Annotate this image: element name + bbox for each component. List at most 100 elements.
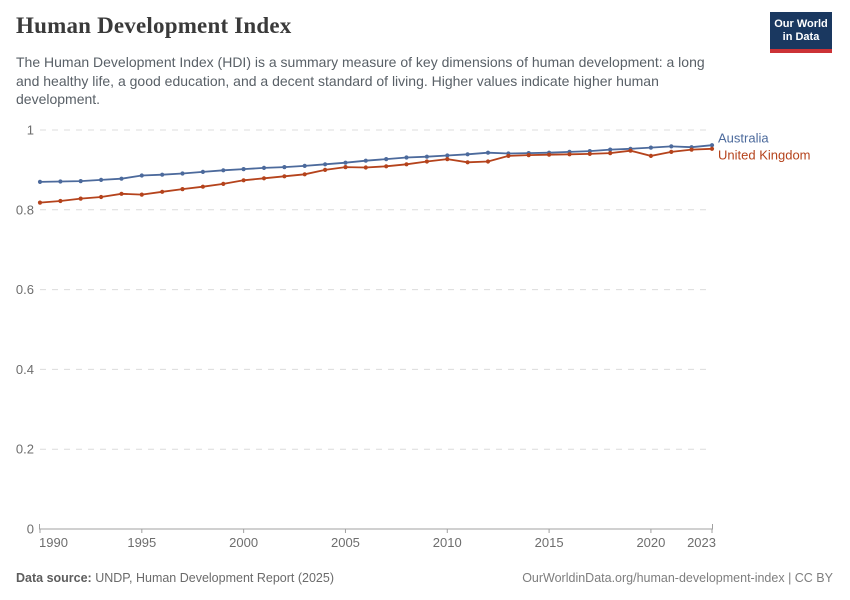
data-source-text: UNDP, Human Development Report (2025)	[91, 571, 334, 585]
australia-point[interactable]	[302, 163, 307, 168]
australia-point[interactable]	[282, 165, 287, 170]
australia-point[interactable]	[424, 154, 429, 159]
australia-point[interactable]	[465, 152, 470, 157]
united-kingdom-point[interactable]	[180, 187, 185, 192]
chart-footer: Data source: UNDP, Human Development Rep…	[16, 571, 833, 585]
united-kingdom-point[interactable]	[78, 196, 83, 201]
attribution-text: OurWorldinData.org/human-development-ind…	[522, 571, 833, 585]
australia-point[interactable]	[608, 147, 613, 152]
x-tick-label: 2020	[636, 535, 665, 550]
united-kingdom-point[interactable]	[689, 147, 694, 152]
australia-point[interactable]	[37, 179, 43, 184]
subtitle-line: and healthy life, a good education, and …	[16, 72, 659, 89]
united-kingdom-point[interactable]	[139, 192, 144, 197]
page-title: Human Development Index	[16, 13, 292, 38]
australia-point[interactable]	[58, 179, 63, 184]
australia-point[interactable]	[99, 177, 104, 182]
united-kingdom-point[interactable]	[363, 165, 368, 170]
x-tick-label: 1990	[39, 535, 68, 550]
united-kingdom-point[interactable]	[567, 152, 572, 157]
chart-subtitle: The Human Development Index (HDI) is a s…	[16, 53, 761, 109]
united-kingdom-point[interactable]	[506, 153, 511, 158]
australia-point[interactable]	[78, 179, 83, 184]
australia-point[interactable]	[119, 176, 124, 181]
x-tick-label: 2010	[433, 535, 462, 550]
united-kingdom-point[interactable]	[261, 176, 267, 181]
united-kingdom-point[interactable]	[200, 184, 205, 189]
australia-point[interactable]	[485, 150, 491, 155]
united-kingdom-series[interactable]	[37, 146, 715, 205]
united-kingdom-point[interactable]	[58, 198, 63, 204]
x-tick-label: 2023	[687, 535, 716, 550]
australia-point[interactable]	[221, 168, 226, 173]
data-source-label: Data source:	[16, 571, 92, 585]
australia-point[interactable]	[648, 145, 654, 150]
united-kingdom-point[interactable]	[547, 152, 552, 157]
australia-point[interactable]	[404, 155, 409, 160]
australia-point[interactable]	[200, 169, 205, 174]
subtitle-line: development.	[16, 91, 101, 107]
hdi-line-chart[interactable]: 0 0.2 0.4 0.6 0.8 1 1990 1995 2000 2005 2010 2015 20…	[0, 0, 850, 562]
united-kingdom-point[interactable]	[587, 151, 592, 156]
x-tick-label: 2000	[229, 535, 258, 550]
y-tick-label: 0.8	[16, 202, 34, 217]
united-kingdom-point[interactable]	[384, 164, 389, 169]
logo-line-2: in Data	[782, 31, 820, 43]
y-tick-label: 0.2	[16, 442, 34, 457]
logo-line-1: Our World	[774, 18, 828, 30]
united-kingdom-point[interactable]	[709, 146, 715, 151]
y-gridlines	[40, 129, 712, 450]
united-kingdom-point[interactable]	[323, 167, 328, 172]
y-tick-label: 0.4	[16, 362, 34, 377]
australia-point[interactable]	[261, 165, 267, 170]
x-tick-label: 1995	[127, 535, 156, 550]
united-kingdom-point[interactable]	[526, 153, 531, 158]
united-kingdom-line[interactable]	[39, 147, 713, 204]
x-axis	[39, 524, 713, 533]
united-kingdom-point[interactable]	[485, 159, 491, 164]
united-kingdom-point[interactable]	[221, 181, 226, 186]
united-kingdom-point[interactable]	[465, 160, 470, 165]
australia-point[interactable]	[160, 172, 165, 177]
australia-point[interactable]	[709, 143, 715, 148]
australia-point[interactable]	[139, 173, 144, 178]
x-tick-label: 2005	[331, 535, 360, 550]
united-kingdom-point[interactable]	[669, 149, 674, 154]
owid-logo: Our World in Data	[770, 12, 832, 53]
australia-point[interactable]	[180, 171, 185, 176]
entity-label-australia[interactable]: Australia	[718, 131, 769, 146]
australia-point[interactable]	[384, 157, 389, 162]
australia-point[interactable]	[363, 158, 368, 163]
australia-point[interactable]	[669, 144, 674, 149]
united-kingdom-point[interactable]	[608, 151, 613, 156]
united-kingdom-point[interactable]	[99, 194, 104, 200]
united-kingdom-point[interactable]	[282, 174, 287, 179]
australia-line[interactable]	[39, 144, 713, 183]
entity-label-united-kingdom[interactable]: United Kingdom	[718, 148, 811, 163]
australia-series[interactable]	[37, 143, 715, 184]
australia-point[interactable]	[323, 162, 328, 167]
australia-point[interactable]	[445, 153, 450, 158]
subtitle-line: The Human Development Index (HDI) is a s…	[16, 54, 705, 70]
united-kingdom-point[interactable]	[445, 157, 450, 162]
y-tick-label: 0.6	[16, 282, 34, 297]
australia-point[interactable]	[241, 167, 246, 172]
united-kingdom-point[interactable]	[119, 191, 124, 196]
united-kingdom-point[interactable]	[241, 178, 246, 183]
united-kingdom-point[interactable]	[343, 165, 348, 170]
x-axis-labels: 1990 1995 2000 2005 2010 2015 2020 2023	[39, 535, 716, 550]
x-tick-label: 2015	[535, 535, 564, 550]
data-source: Data source: UNDP, Human Development Rep…	[16, 571, 334, 585]
united-kingdom-point[interactable]	[424, 159, 429, 164]
united-kingdom-point[interactable]	[648, 153, 654, 158]
y-axis-labels: 0 0.2 0.4 0.6 0.8 1	[16, 123, 34, 537]
united-kingdom-point[interactable]	[404, 162, 409, 167]
united-kingdom-point[interactable]	[37, 200, 43, 205]
y-tick-label: 1	[27, 123, 34, 138]
y-tick-label: 0	[27, 522, 34, 537]
united-kingdom-point[interactable]	[302, 172, 307, 177]
united-kingdom-point[interactable]	[628, 148, 633, 153]
united-kingdom-point[interactable]	[160, 189, 165, 194]
australia-point[interactable]	[343, 160, 348, 165]
